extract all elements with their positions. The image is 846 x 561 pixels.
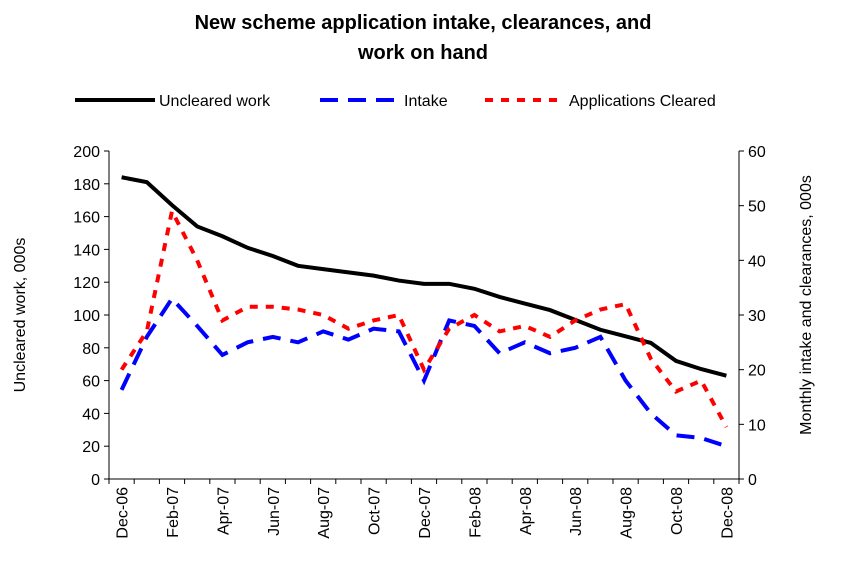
series-line bbox=[119, 295, 728, 449]
x-tick-label: Oct-07 bbox=[367, 487, 384, 535]
y-tick-label: 120 bbox=[73, 275, 100, 292]
y-tick-label: 100 bbox=[73, 308, 100, 325]
x-tick-label: Aug-08 bbox=[619, 487, 636, 539]
y2-tick-label: 30 bbox=[748, 308, 766, 325]
legend-label: Intake bbox=[404, 93, 448, 110]
y-tick-label: 0 bbox=[91, 472, 100, 489]
x-tick-label: Apr-07 bbox=[215, 487, 232, 535]
y2-tick-label: 0 bbox=[748, 472, 757, 489]
y2-tick-label: 10 bbox=[748, 417, 766, 434]
series-line bbox=[119, 205, 729, 429]
y-tick-label: 80 bbox=[82, 341, 100, 358]
y-tick-label: 60 bbox=[82, 374, 100, 391]
x-tick-label: Aug-07 bbox=[316, 487, 333, 539]
y2-tick-label: 20 bbox=[748, 363, 766, 380]
y-tick-label: 200 bbox=[73, 144, 100, 161]
x-tick-label: Apr-08 bbox=[518, 487, 535, 535]
y-tick-label: 40 bbox=[82, 406, 100, 423]
x-tick-label: Feb-07 bbox=[165, 487, 182, 538]
x-tick-label: Feb-08 bbox=[467, 487, 484, 538]
x-tick-label: Oct-08 bbox=[669, 487, 686, 535]
x-tick-label: Dec-08 bbox=[719, 487, 736, 539]
x-tick-label: Jun-08 bbox=[568, 487, 585, 536]
y-tick-label: 20 bbox=[82, 439, 100, 456]
x-tick-label: Dec-07 bbox=[417, 487, 434, 539]
legend-label: Uncleared work bbox=[159, 93, 271, 110]
series-line bbox=[121, 175, 727, 378]
y-tick-label: 160 bbox=[73, 210, 100, 227]
y-axis-label: Uncleared work, 000s bbox=[12, 238, 29, 393]
y2-tick-label: 60 bbox=[748, 144, 766, 161]
y2-axis-label: Monthly intake and clearances, 000s bbox=[798, 175, 815, 435]
y-tick-label: 140 bbox=[73, 242, 100, 259]
y2-tick-label: 50 bbox=[748, 199, 766, 216]
x-tick-label: Dec-06 bbox=[115, 487, 132, 539]
y2-tick-label: 40 bbox=[748, 253, 766, 270]
x-tick-label: Jun-07 bbox=[266, 487, 283, 536]
y-tick-label: 180 bbox=[73, 177, 100, 194]
chart-title: New scheme application intake, clearance… bbox=[194, 12, 652, 64]
legend-label: Applications Cleared bbox=[569, 93, 716, 110]
